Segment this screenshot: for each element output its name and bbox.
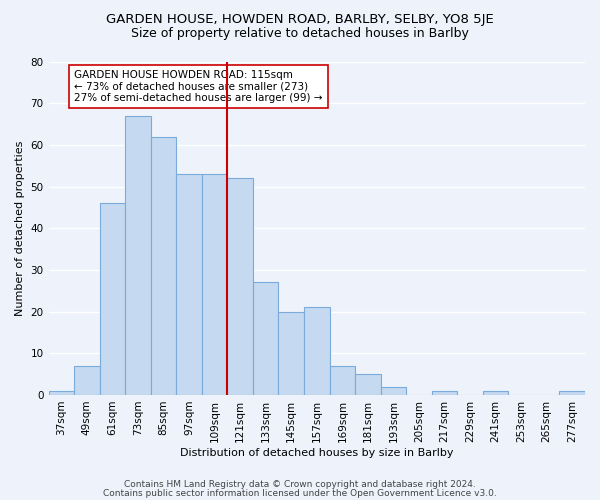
Bar [432,391,457,395]
Bar [559,391,585,395]
Text: Contains public sector information licensed under the Open Government Licence v3: Contains public sector information licen… [103,488,497,498]
Bar [202,174,227,395]
Bar [355,374,380,395]
Bar [253,282,278,395]
Bar [49,391,74,395]
Text: GARDEN HOUSE, HOWDEN ROAD, BARLBY, SELBY, YO8 5JE: GARDEN HOUSE, HOWDEN ROAD, BARLBY, SELBY… [106,12,494,26]
Bar [483,391,508,395]
Text: Contains HM Land Registry data © Crown copyright and database right 2024.: Contains HM Land Registry data © Crown c… [124,480,476,489]
X-axis label: Distribution of detached houses by size in Barlby: Distribution of detached houses by size … [180,448,454,458]
Bar [329,366,355,395]
Text: Size of property relative to detached houses in Barlby: Size of property relative to detached ho… [131,28,469,40]
Bar [100,203,125,395]
Bar [304,308,329,395]
Bar [176,174,202,395]
Bar [278,312,304,395]
Bar [74,366,100,395]
Y-axis label: Number of detached properties: Number of detached properties [15,140,25,316]
Bar [125,116,151,395]
Bar [380,386,406,395]
Bar [151,136,176,395]
Text: GARDEN HOUSE HOWDEN ROAD: 115sqm
← 73% of detached houses are smaller (273)
27% : GARDEN HOUSE HOWDEN ROAD: 115sqm ← 73% o… [74,70,323,103]
Bar [227,178,253,395]
